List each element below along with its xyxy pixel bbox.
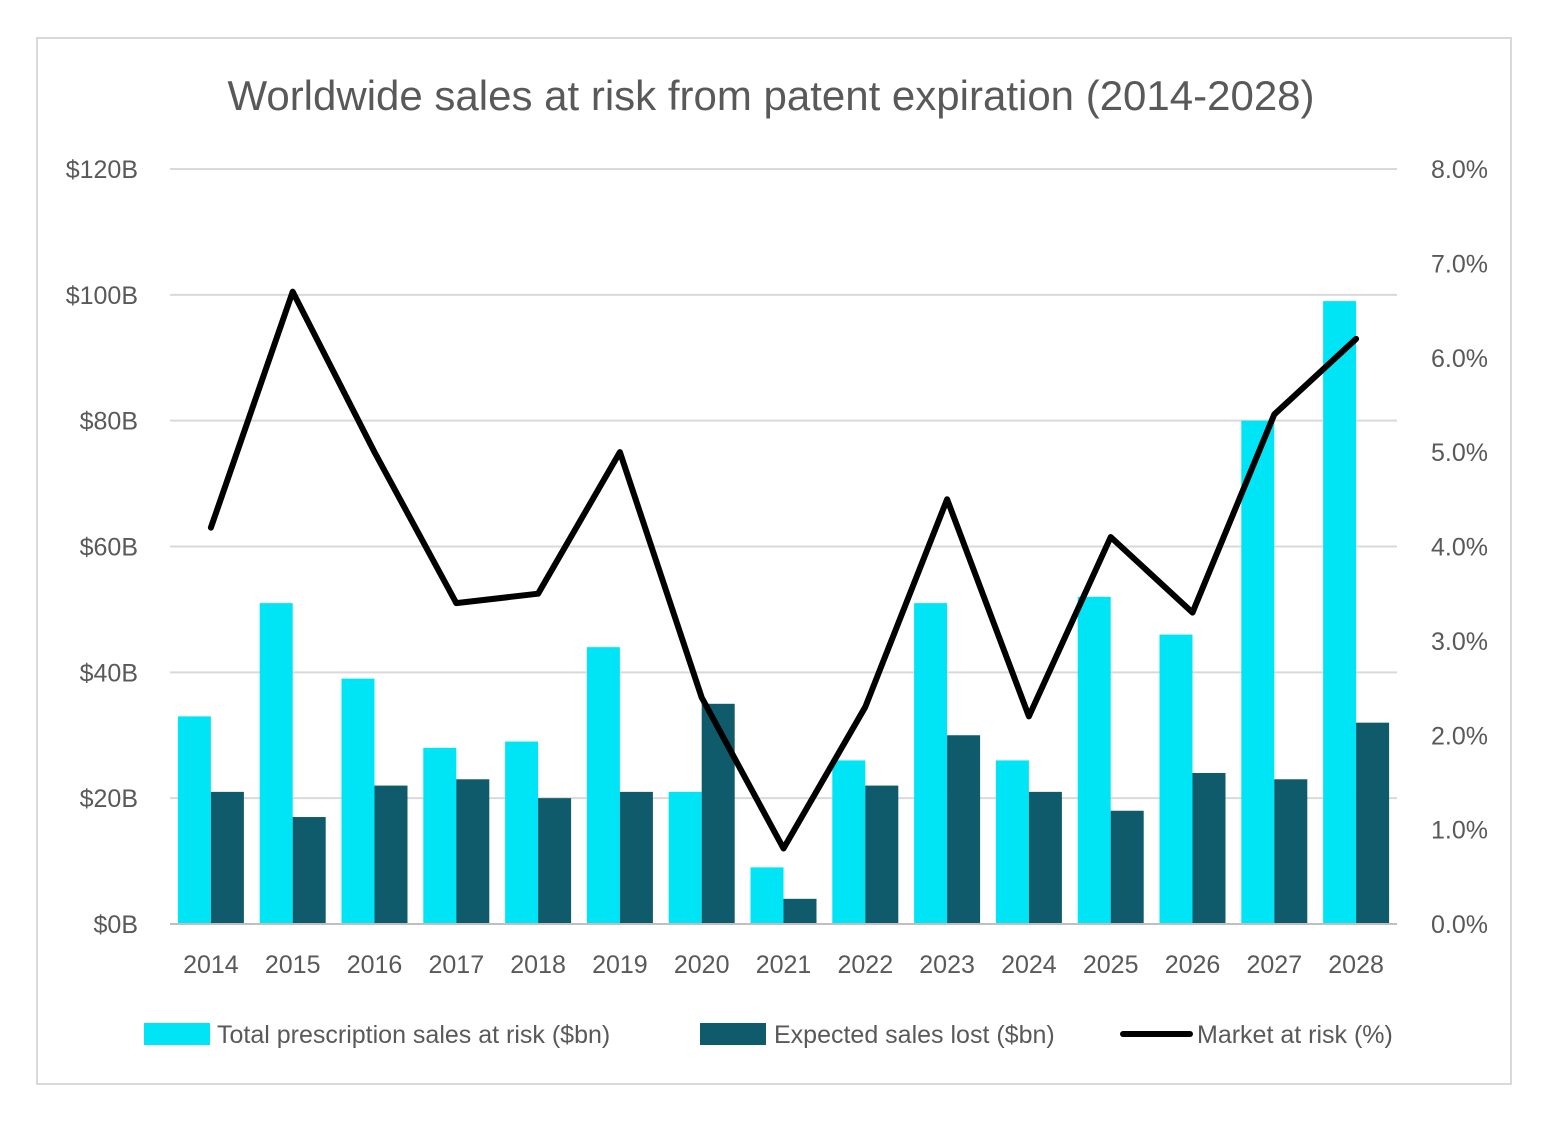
x-tick-label: 2019 <box>592 951 648 979</box>
y-axis-left-ticks: $0B $20B $40B $60B $80B $100B $120B <box>66 156 138 939</box>
x-tick-label: 2014 <box>183 951 239 979</box>
legend-label-lost: Expected sales lost ($bn) <box>774 1021 1055 1049</box>
bar-lost-2020 <box>701 703 735 924</box>
y-right-tick-label: 7.0% <box>1431 250 1488 278</box>
y-right-tick-label: 0.0% <box>1431 911 1488 939</box>
y-right-tick-label: 6.0% <box>1431 345 1488 373</box>
y-right-tick-label: 5.0% <box>1431 439 1488 467</box>
bar-lost-2015 <box>292 817 326 924</box>
y-right-tick-label: 8.0% <box>1431 156 1488 184</box>
bar-lost-2019 <box>619 791 653 924</box>
bar-total-2022 <box>832 760 866 924</box>
bar-total-2014 <box>177 716 211 924</box>
y-axis-right-ticks: 0.0% 1.0% 2.0% 3.0% 4.0% 5.0% 6.0% 7.0% 8.0% <box>1431 156 1488 939</box>
x-tick-label: 2025 <box>1083 951 1139 979</box>
bar-lost-2018 <box>538 798 572 924</box>
y-left-tick-label: $120B <box>66 156 138 184</box>
y-right-tick-label: 2.0% <box>1431 722 1488 750</box>
bar-total-2023 <box>914 603 948 924</box>
y-right-tick-label: 4.0% <box>1431 534 1488 562</box>
bar-total-2016 <box>341 678 375 924</box>
bar-total-2017 <box>423 747 457 924</box>
x-tick-label: 2021 <box>756 951 812 979</box>
bar-lost-2017 <box>456 779 490 924</box>
x-tick-label: 2018 <box>510 951 566 979</box>
bar-total-2026 <box>1159 634 1193 924</box>
bar-lost-2025 <box>1110 810 1144 924</box>
bar-lost-2022 <box>865 785 899 924</box>
x-tick-label: 2027 <box>1246 951 1302 979</box>
bar-total-2015 <box>259 603 293 924</box>
line-series <box>207 288 1360 852</box>
bar-lost-2023 <box>947 735 981 924</box>
x-tick-label: 2023 <box>919 951 975 979</box>
y-left-tick-label: $80B <box>80 408 138 436</box>
y-left-tick-label: $40B <box>80 659 138 687</box>
bar-total-2028 <box>1323 301 1357 924</box>
legend-label-total: Total prescription sales at risk ($bn) <box>217 1021 610 1049</box>
x-tick-label: 2028 <box>1328 951 1384 979</box>
bar-lost-2028 <box>1356 722 1390 924</box>
bar-total-2019 <box>586 647 620 924</box>
bar-total-2018 <box>505 741 539 924</box>
bar-total-2027 <box>1241 420 1275 924</box>
y-left-tick-label: $60B <box>80 534 138 562</box>
bar-lost-2021 <box>783 898 817 924</box>
bar-total-2024 <box>995 760 1029 924</box>
x-tick-label: 2017 <box>428 951 484 979</box>
y-right-tick-label: 3.0% <box>1431 628 1488 656</box>
x-tick-label: 2024 <box>1001 951 1057 979</box>
bar-lost-2016 <box>374 785 408 924</box>
chart-title: Worldwide sales at risk from patent expi… <box>227 72 1314 119</box>
y-left-tick-label: $20B <box>80 785 138 813</box>
bar-lost-2014 <box>210 791 244 924</box>
y-right-tick-label: 1.0% <box>1431 817 1488 845</box>
legend-swatch-total <box>144 1023 210 1045</box>
bar-total-2021 <box>750 867 784 924</box>
y-left-tick-label: $100B <box>66 282 138 310</box>
x-tick-label: 2022 <box>837 951 893 979</box>
x-tick-label: 2026 <box>1165 951 1221 979</box>
legend-label-market: Market at risk (%) <box>1197 1021 1393 1049</box>
x-axis-ticks: 2014 2015 2016 2017 2018 2019 2020 2021 2022 2023… <box>183 951 1384 979</box>
y-left-tick-label: $0B <box>94 911 138 939</box>
x-tick-label: 2016 <box>347 951 403 979</box>
legend: Total prescription sales at risk ($bn) E… <box>144 1021 1393 1049</box>
bar-lost-2026 <box>1192 773 1226 924</box>
bar-lost-2027 <box>1274 779 1308 924</box>
legend-swatch-lost <box>700 1023 766 1045</box>
x-tick-label: 2015 <box>265 951 321 979</box>
bar-total-2020 <box>668 791 702 924</box>
x-tick-label: 2020 <box>674 951 730 979</box>
bars <box>170 301 1397 925</box>
bar-total-2025 <box>1077 596 1111 924</box>
bar-lost-2024 <box>1028 791 1062 924</box>
